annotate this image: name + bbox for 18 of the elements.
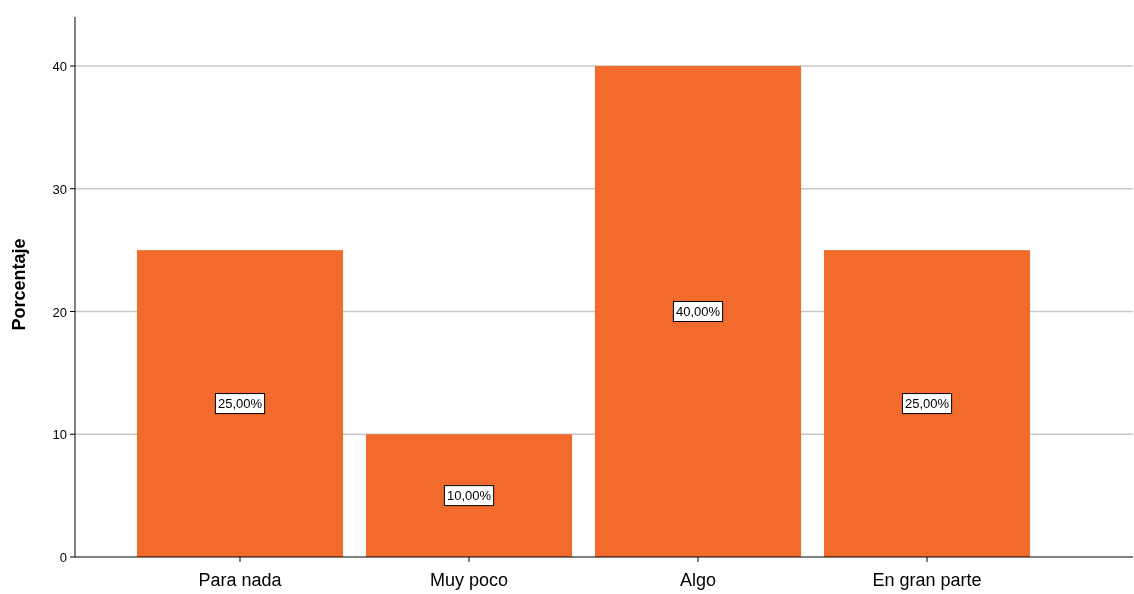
x-tick-label: Para nada: [198, 570, 283, 590]
data-label: 25,00%: [904, 396, 950, 412]
y-tick-label: 10: [52, 427, 67, 443]
data-label: 40,00%: [675, 304, 721, 319]
x-tick-label: Algo: [679, 570, 717, 590]
bar: [594, 66, 802, 557]
bar: [823, 250, 1031, 557]
bar: [365, 434, 573, 557]
y-tick-label: 30: [52, 181, 67, 197]
y-axis-title: Porcentaje: [9, 238, 29, 331]
data-label: 10,00%: [446, 488, 492, 504]
x-tick-label: Muy poco: [429, 570, 509, 590]
x-tick-label: En gran parte: [872, 570, 982, 590]
y-tick-label: 40: [52, 59, 67, 74]
data-label: 25,00%: [217, 396, 263, 412]
y-tick-label: 20: [52, 304, 67, 320]
y-tick-label: 0: [59, 550, 67, 565]
bar: [136, 250, 344, 557]
